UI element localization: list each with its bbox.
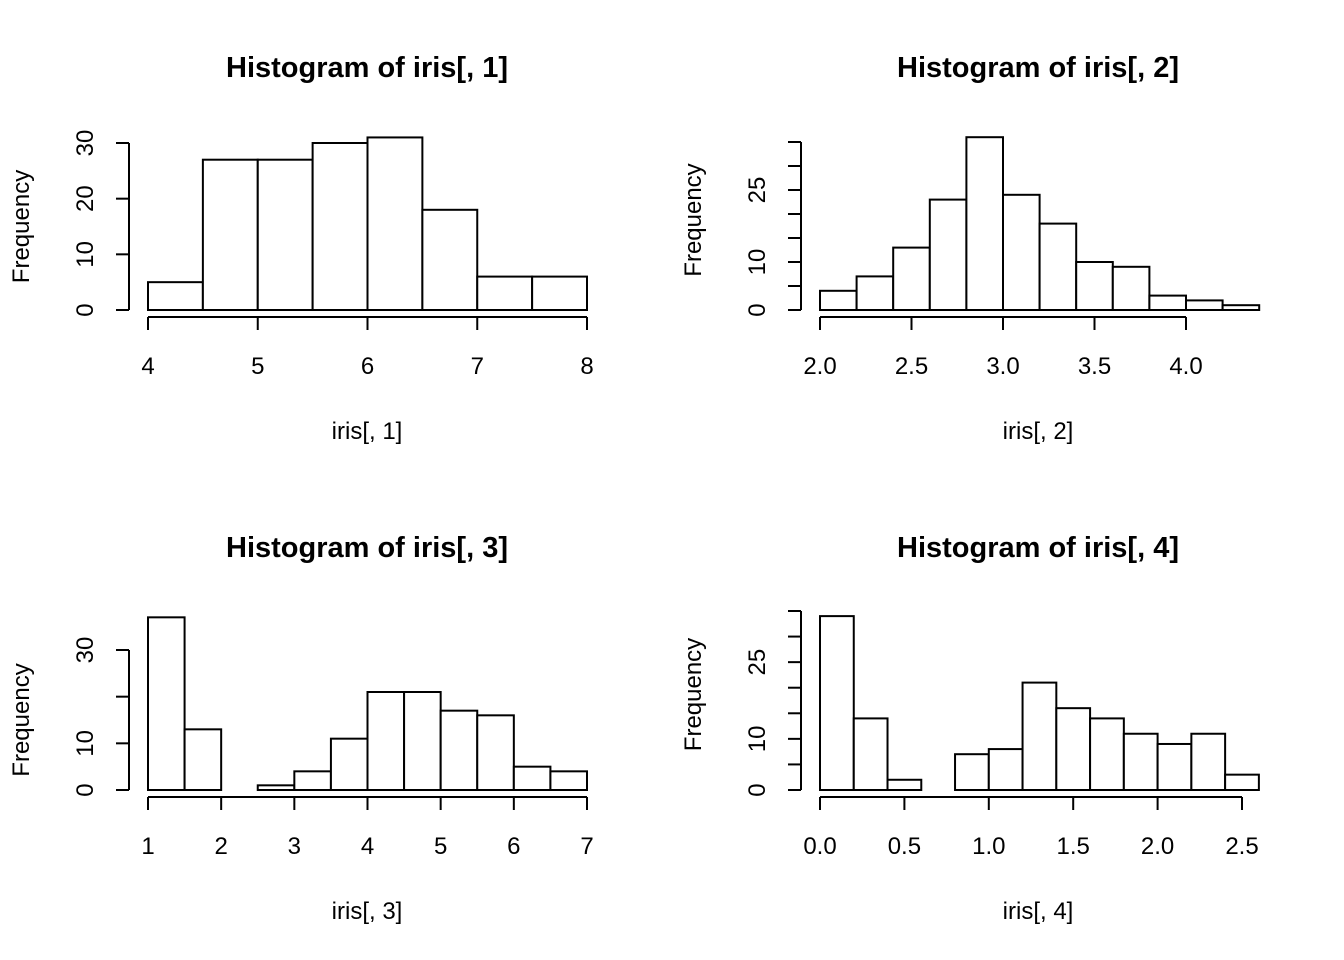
histogram-bar — [1075, 261, 1114, 311]
histogram-panel-1: 4 5 6 7 8 0 10 20 30 Histogram of iris[, 1] iris[,… — [8, 52, 594, 445]
x-axis-label: iris[, 1] — [332, 418, 403, 445]
histogram-bar — [476, 714, 515, 791]
y-tick-label: 0 — [72, 783, 99, 796]
x-tick-label: 0.5 — [888, 833, 921, 860]
x-tick-label: 2.0 — [1141, 833, 1174, 860]
y-tick-label: 30 — [72, 130, 99, 157]
y-axis-label: Frequency — [8, 663, 35, 776]
histogram-bar — [201, 158, 259, 311]
x-tick-label: 4.0 — [1169, 353, 1202, 380]
x-tick-label: 4 — [141, 353, 154, 380]
x-axis-label: iris[, 2] — [1003, 418, 1074, 445]
histogram-bar — [954, 753, 990, 792]
x-tick-label: 1.5 — [1057, 833, 1090, 860]
y-tick-label: 25 — [744, 649, 771, 676]
histogram-bar — [1190, 732, 1227, 791]
chart-title: Histogram of iris[, 4] — [897, 532, 1179, 564]
histogram-bar — [403, 691, 442, 791]
histogram-bar — [531, 275, 588, 312]
y-tick-label: 20 — [72, 185, 99, 212]
histogram-bar — [476, 275, 534, 312]
x-tick-label: 1 — [141, 833, 154, 860]
histogram-bar — [1185, 299, 1224, 311]
y-axis-label: Frequency — [680, 163, 707, 276]
chart-title: Histogram of iris[, 3] — [226, 532, 508, 564]
x-tick-label: 2 — [214, 833, 227, 860]
y-tick-label: 0 — [744, 303, 771, 316]
histogram-bar — [928, 198, 968, 312]
histogram-bar — [819, 615, 855, 791]
histogram-bar — [1156, 742, 1193, 792]
x-axis-label: iris[, 4] — [1003, 898, 1074, 925]
histogram-bar — [886, 778, 923, 791]
y-axis-label: Frequency — [8, 170, 35, 283]
histogram-bar — [439, 709, 479, 792]
x-tick-label: 6 — [361, 353, 374, 380]
x-tick-label: 5 — [251, 353, 264, 380]
histogram-bar — [329, 737, 369, 792]
x-tick-label: 4 — [361, 833, 374, 860]
histogram-bar — [1111, 265, 1151, 311]
histogram-panel-2: 2.0 2.5 3.0 3.5 4.0 0 10 25 Histogram of iris[, … — [680, 52, 1261, 445]
x-tick-label: 5 — [434, 833, 447, 860]
histogram-bar — [1122, 732, 1159, 791]
x-tick-label: 7 — [580, 833, 593, 860]
histogram-bar — [549, 770, 589, 791]
x-axis-label: iris[, 3] — [332, 898, 403, 925]
histogram-bar — [366, 691, 406, 791]
x-tick-label: 7 — [471, 353, 484, 380]
histogram-bar — [183, 728, 223, 791]
histogram-bar — [965, 136, 1005, 311]
histogram-bar — [1148, 294, 1188, 312]
histogram-bar — [819, 289, 858, 311]
y-tick-label: 10 — [72, 241, 99, 268]
y-tick-label: 10 — [744, 726, 771, 753]
histogram-bar — [311, 142, 369, 311]
x-tick-label: 2.5 — [1225, 833, 1258, 860]
histogram-bar — [256, 158, 314, 311]
histogram-bar — [1055, 707, 1092, 792]
histogram-bar — [293, 770, 332, 791]
y-tick-label: 30 — [72, 637, 99, 664]
y-tick-label: 0 — [72, 303, 99, 316]
histogram-bar — [421, 208, 479, 311]
histogram-bar — [1021, 681, 1058, 791]
histogram-panel-4: 0.0 0.5 1.0 1.5 2.0 2.5 0 10 25 Histogram of iris… — [680, 532, 1260, 925]
histogram-bar — [1221, 304, 1261, 312]
y-tick-label: 0 — [744, 783, 771, 796]
y-tick-label: 10 — [744, 249, 771, 276]
x-tick-label: 8 — [580, 353, 593, 380]
histogram-bar — [1038, 222, 1078, 312]
x-tick-label: 2.5 — [895, 353, 928, 380]
histogram-bar — [987, 748, 1024, 791]
x-tick-label: 2.0 — [803, 353, 836, 380]
histogram-bar — [147, 616, 186, 791]
histogram-bar — [1089, 717, 1125, 792]
histogram-bar — [892, 246, 931, 312]
y-tick-label: 25 — [744, 177, 771, 204]
chart-title: Histogram of iris[, 2] — [897, 52, 1179, 84]
histogram-bar — [1224, 773, 1260, 792]
x-tick-label: 3.0 — [986, 353, 1019, 380]
x-tick-label: 0.0 — [803, 833, 836, 860]
histogram-bar — [366, 136, 424, 311]
histogram-bar — [852, 717, 889, 792]
x-tick-label: 1.0 — [972, 833, 1005, 860]
x-tick-label: 6 — [507, 833, 520, 860]
y-tick-label: 10 — [72, 730, 99, 757]
histogram-bar — [147, 281, 204, 311]
chart-title: Histogram of iris[, 1] — [226, 52, 508, 84]
histogram-bar — [855, 275, 895, 311]
histogram-bar — [512, 765, 552, 792]
x-tick-label: 3 — [288, 833, 301, 860]
y-axis-label: Frequency — [680, 638, 707, 751]
x-tick-label: 3.5 — [1078, 353, 1111, 380]
histogram-panel-3: 1 2 3 4 5 6 7 0 10 30 Histogram of iris[, 3] iris[,… — [8, 532, 594, 925]
histogram-bar — [1002, 193, 1041, 311]
histogram-bar — [256, 784, 296, 791]
